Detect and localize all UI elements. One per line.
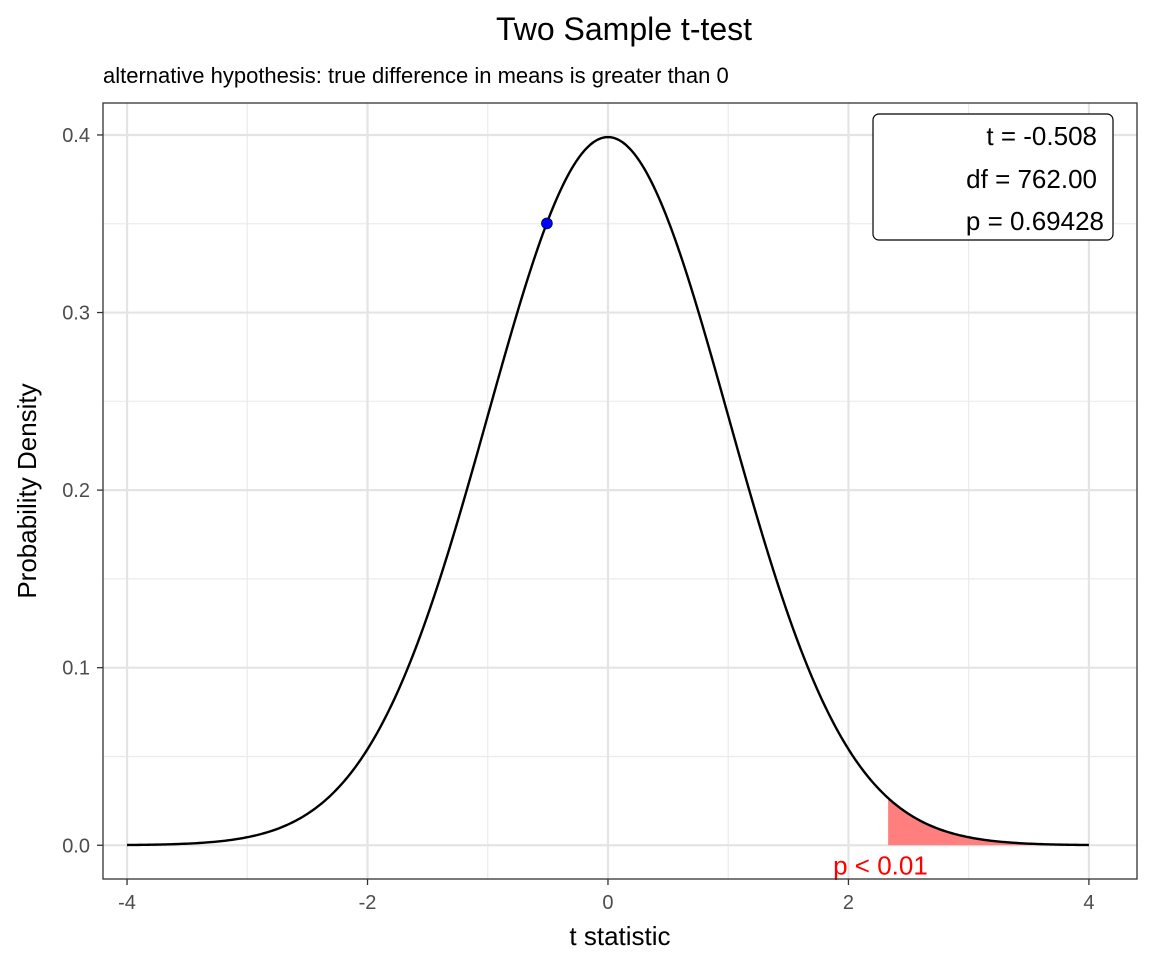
x-axis: -4 -2 0 2 4 <box>118 879 1094 914</box>
y-tick-label: 0.3 <box>62 303 90 325</box>
y-axis: 0.0 0.1 0.2 0.3 0.4 <box>62 125 103 857</box>
y-tick-label: 0.2 <box>62 480 90 502</box>
x-axis-label: t statistic <box>569 921 670 951</box>
x-tick-label: 4 <box>1083 892 1094 914</box>
p-value-shaded-region <box>888 798 1089 846</box>
chart-subtitle: alternative hypothesis: true difference … <box>103 63 729 88</box>
observed-t-point <box>541 217 553 230</box>
t-distribution-curve <box>127 135 1089 847</box>
p-value-annotation: p < 0.01 <box>833 851 928 881</box>
y-axis-label: Probability Density <box>12 383 42 598</box>
stats-p-value: p = 0.69428 <box>966 206 1104 236</box>
x-tick-label: -4 <box>118 892 136 914</box>
stats-t-value: t = -0.508 <box>986 121 1097 151</box>
x-tick-label: -2 <box>359 892 377 914</box>
chart-title: Two Sample t-test <box>496 11 752 47</box>
plot-border <box>102 102 1138 880</box>
stats-df-value: df = 762.00 <box>966 164 1097 194</box>
stats-box-frame <box>872 113 1114 241</box>
y-tick-label: 0.4 <box>62 125 90 147</box>
x-tick-label: 0 <box>602 892 613 914</box>
y-tick-label: 0.0 <box>62 835 90 857</box>
x-tick-label: 2 <box>843 892 854 914</box>
y-tick-label: 0.1 <box>62 658 90 680</box>
stats-box: t = -0.508 df = 762.00 p = 0.69428 <box>872 113 1114 241</box>
